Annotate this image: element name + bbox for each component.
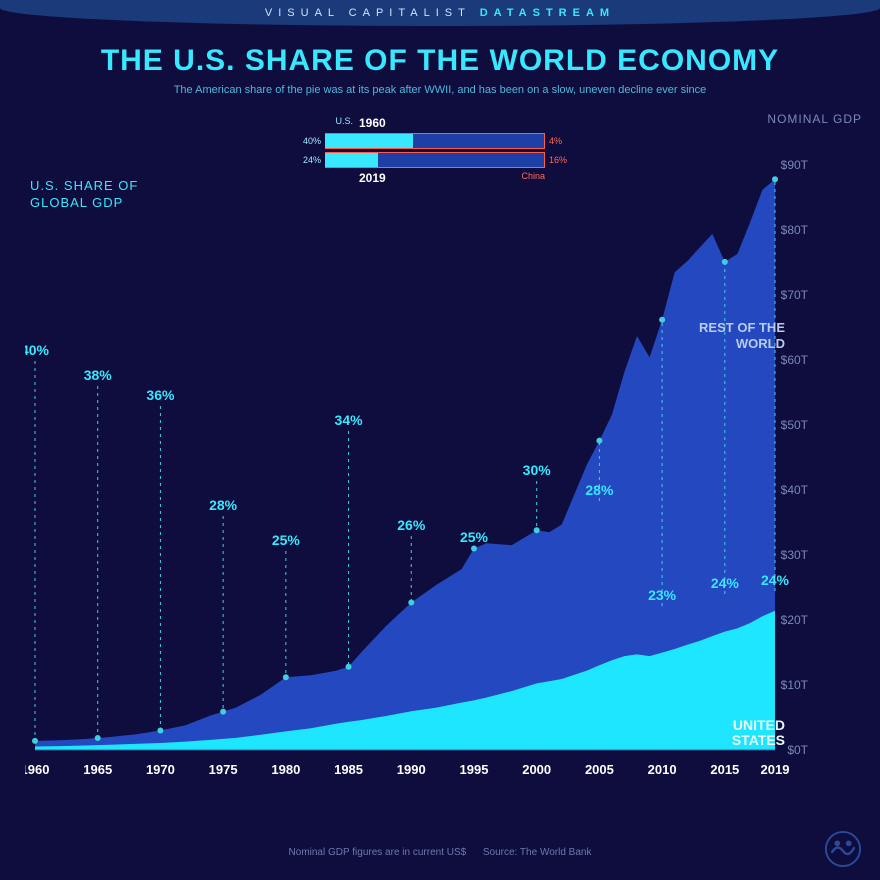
y-tick-label: $70T xyxy=(781,288,809,302)
united-states-label: UNITED STATES xyxy=(732,718,785,749)
pct-marker-label: 23% xyxy=(648,587,677,603)
pct-marker-dot xyxy=(32,738,38,744)
pct-marker-label: 30% xyxy=(523,462,552,478)
y-axis-title: NOMINAL GDP xyxy=(767,112,862,126)
x-tick-label: 1970 xyxy=(146,762,175,777)
y-tick-label: $30T xyxy=(781,548,809,562)
x-tick-label: 1975 xyxy=(209,762,238,777)
x-tick-label: 1995 xyxy=(460,762,489,777)
brand-logo-icon xyxy=(824,830,862,868)
pct-marker-dot xyxy=(408,599,414,605)
pct-marker-dot xyxy=(772,176,778,182)
inset-us-label: U.S. xyxy=(295,116,359,130)
x-tick-label: 2019 xyxy=(761,762,790,777)
brand-right: DATASTREAM xyxy=(480,7,615,19)
y-tick-label: $40T xyxy=(781,483,809,497)
x-tick-label: 2000 xyxy=(522,762,551,777)
pct-marker-label: 25% xyxy=(272,532,301,548)
pct-marker-label: 36% xyxy=(146,387,175,403)
footer: Nominal GDP figures are in current US$ S… xyxy=(0,847,880,858)
pct-marker-label: 28% xyxy=(209,497,238,513)
brand-left: VISUAL CAPITALIST xyxy=(265,7,471,19)
inset-row-1960: 40% 4% xyxy=(295,133,575,149)
y-tick-label: $80T xyxy=(781,223,809,237)
pct-marker-dot xyxy=(722,259,728,265)
y-tick-label: $20T xyxy=(781,613,809,627)
footer-source: Source: The World Bank xyxy=(483,847,592,858)
pct-marker-dot xyxy=(659,317,665,323)
pct-marker-dot xyxy=(346,664,352,670)
pct-marker-label: 40% xyxy=(25,342,50,358)
inset-year-1960: 1960 xyxy=(359,116,386,130)
page-subtitle: The American share of the pie was at its… xyxy=(0,84,880,96)
pct-marker-label: 38% xyxy=(84,367,113,383)
footer-note: Nominal GDP figures are in current US$ xyxy=(289,847,467,858)
pct-marker-dot xyxy=(534,527,540,533)
page-title: THE U.S. SHARE OF THE WORLD ECONOMY xyxy=(0,44,880,78)
pct-marker-label: 28% xyxy=(585,482,614,498)
y-tick-label: $50T xyxy=(781,418,809,432)
y-tick-label: $0T xyxy=(787,743,808,757)
pct-marker-dot xyxy=(471,546,477,552)
pct-marker-label: 26% xyxy=(397,517,426,533)
brand-header: VISUAL CAPITALIST DATASTREAM xyxy=(0,0,880,26)
x-tick-label: 2005 xyxy=(585,762,614,777)
pct-marker-label: 25% xyxy=(460,529,489,545)
x-tick-label: 2015 xyxy=(710,762,739,777)
x-tick-label: 1985 xyxy=(334,762,363,777)
pct-marker-dot xyxy=(157,728,163,734)
y-tick-label: $10T xyxy=(781,678,809,692)
x-tick-label: 1965 xyxy=(83,762,112,777)
y-tick-label: $90T xyxy=(781,160,809,172)
pct-marker-dot xyxy=(95,735,101,741)
rest-of-world-label: REST OF THE WORLD xyxy=(699,320,785,351)
pct-marker-label: 34% xyxy=(335,412,364,428)
inset-us-bar-1960 xyxy=(325,134,413,148)
x-tick-label: 1990 xyxy=(397,762,426,777)
chart-svg: $0T $10T $20T $30T $40T $50T $60T $70T $80T $90T 1… xyxy=(25,160,810,780)
area-chart: $0T $10T $20T $30T $40T $50T $60T $70T $80T $90T 1… xyxy=(25,160,810,780)
x-tick-label: 2010 xyxy=(648,762,677,777)
pct-marker-dot xyxy=(596,438,602,444)
pct-marker-label: 24% xyxy=(711,575,740,591)
pct-marker-dot xyxy=(220,709,226,715)
pct-marker-dot xyxy=(283,674,289,680)
y-tick-label: $60T xyxy=(781,353,809,367)
pct-marker-label: 24% xyxy=(761,572,790,588)
x-tick-label: 1960 xyxy=(25,762,49,777)
x-tick-label: 1980 xyxy=(271,762,300,777)
